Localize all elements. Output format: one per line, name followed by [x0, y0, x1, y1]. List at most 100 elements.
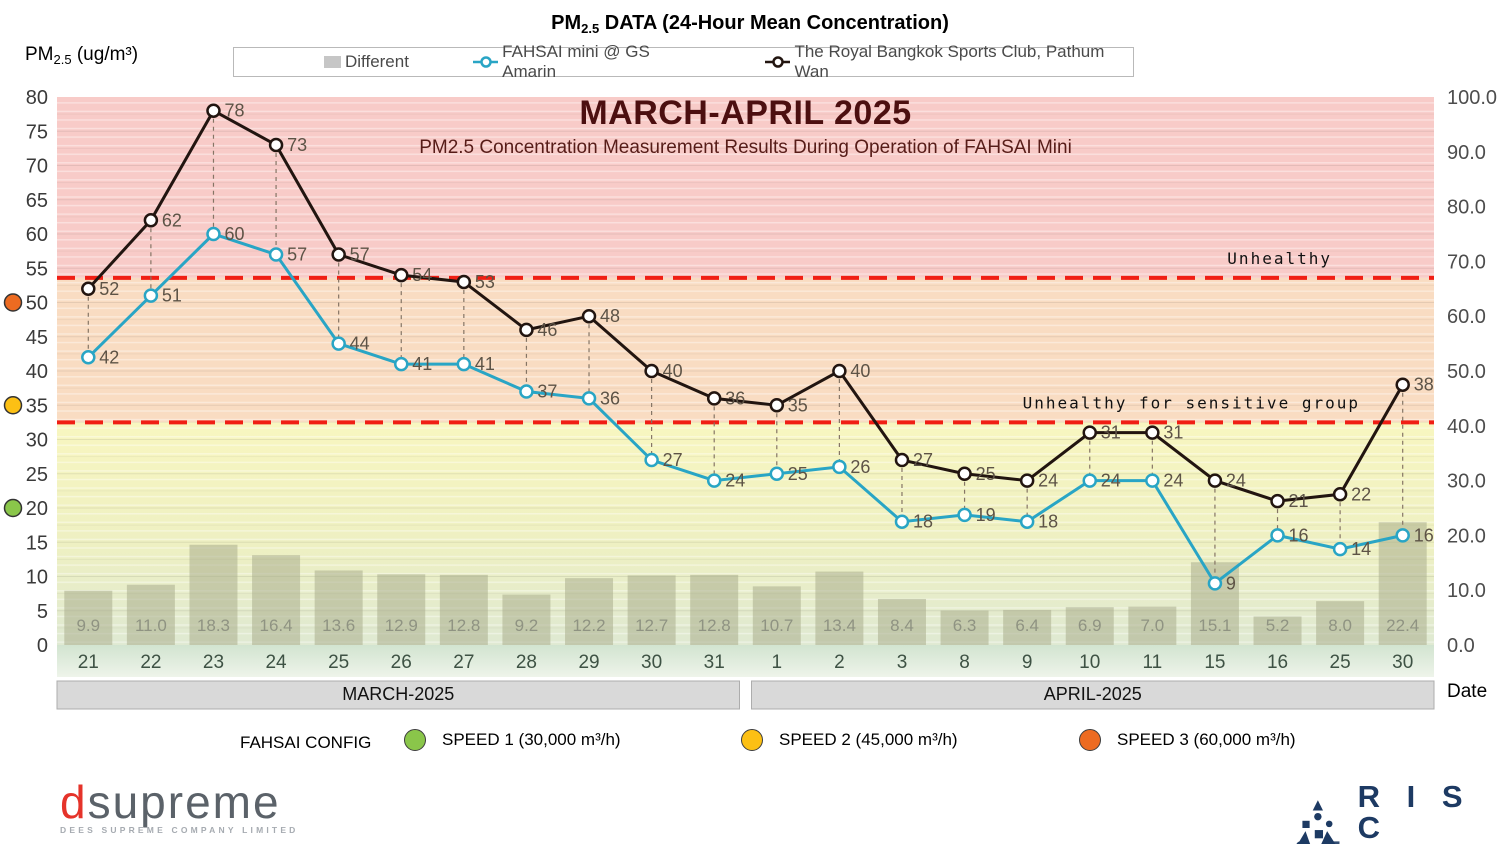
bar [752, 586, 801, 645]
rbsc-point [644, 363, 659, 379]
right-tick-label: 90.0 [1447, 142, 1486, 164]
point-label: 36 [600, 388, 620, 408]
point-label: 18 [913, 512, 933, 532]
point-label: 37 [537, 382, 557, 402]
rbsc-point [331, 247, 346, 262]
bar [1253, 616, 1302, 645]
date-label: 25 [1330, 652, 1351, 673]
point-label: 24 [1163, 471, 1183, 491]
bar-label: 16.4 [260, 616, 293, 635]
right-tick-label: 0.0 [1447, 635, 1475, 657]
point-label: 73 [287, 135, 307, 155]
series-legend: Different FAHSAI mini @ GS Amarin The Ro… [233, 42, 1134, 81]
date-label: 21 [78, 652, 99, 673]
rbsc-point [1145, 425, 1160, 440]
point-label: 16 [1414, 525, 1434, 545]
point-label: 35 [788, 395, 808, 415]
right-tick-label: 80.0 [1447, 197, 1486, 219]
date-label: 29 [578, 652, 599, 673]
right-tick-label: 50.0 [1447, 361, 1486, 383]
point-label: 24 [725, 471, 745, 491]
point-label: 42 [99, 347, 119, 367]
point-label: 57 [287, 245, 307, 265]
speed3-label: SPEED 3 (60,000 m³/h) [1117, 730, 1296, 749]
left-tick-label: 20 [26, 498, 48, 520]
right-tick-label: 20.0 [1447, 525, 1486, 547]
config-item-speed2: SPEED 2 (45,000 m³/h) [741, 729, 958, 751]
page-title-rest: DATA (24-Hour Mean Concentration) [599, 12, 949, 34]
point-label: 22 [1351, 484, 1371, 504]
bar-label: 6.3 [953, 616, 977, 635]
left-tick-label: 25 [26, 464, 48, 486]
point-label: 14 [1351, 539, 1371, 559]
left-tick-label: 45 [26, 327, 48, 349]
bar [690, 574, 739, 645]
legend-label-fahsai: FAHSAI mini @ GS Amarin [502, 42, 650, 81]
point-label: 24 [1101, 471, 1121, 491]
bar [126, 584, 175, 645]
fahsai-point [1082, 473, 1097, 488]
right-tick-label: 40.0 [1447, 416, 1486, 438]
date-label: 10 [1079, 652, 1100, 673]
point-label: 21 [1289, 491, 1309, 511]
date-label: 27 [453, 652, 474, 673]
rbsc-point [769, 398, 785, 413]
bar [502, 594, 551, 645]
bar-label: 8.0 [1328, 616, 1352, 635]
pm25-chart: 21 22 23 24 25 26 27 28 29 30 31 1 2 3 8 9 10 11 15 16 25 30M… [3, 87, 1497, 710]
point-label: 62 [162, 210, 182, 230]
bar [1316, 601, 1365, 645]
rbsc-point [1207, 473, 1223, 488]
fahsai-point [1207, 576, 1223, 591]
right-tick-label: 10.0 [1447, 580, 1486, 602]
bar-label: 18.3 [197, 616, 230, 635]
date-label: 15 [1204, 652, 1225, 673]
speed3-dot-icon [1079, 729, 1101, 751]
left-tick-label: 30 [26, 430, 48, 452]
left-tick-label: 70 [26, 156, 48, 178]
left-tick-label: 0 [37, 635, 48, 657]
bar-label: 9.2 [515, 616, 539, 635]
fahsai-point [519, 384, 534, 399]
point-label: 24 [1226, 471, 1246, 491]
risc-triangle-icon [1296, 800, 1340, 844]
point-label: 36 [725, 388, 745, 408]
bar [189, 544, 238, 645]
bar-label: 11.0 [135, 616, 167, 635]
config-item-speed1: SPEED 1 (30,000 m³/h) [404, 729, 621, 751]
speed-marker-dot [3, 396, 23, 415]
legend-item-fahsai: FAHSAI mini @ GS Amarin [472, 42, 701, 82]
threshold-label: Unhealthy for sensitive group [1023, 393, 1360, 412]
page-title-subscript: 2.5 [581, 21, 600, 36]
rbsc-point [456, 274, 472, 290]
fahsai-line [87, 232, 1404, 586]
rbsc-point [832, 363, 847, 379]
bar-swatch-icon [324, 56, 341, 68]
fahsai-point [706, 473, 722, 488]
dsupreme-d: d [60, 776, 88, 828]
left-tick-label: 60 [26, 224, 48, 246]
risc-logo: R I S C RESEARCH & INNOVATION FOR SUSTAI… [1288, 781, 1500, 844]
rbsc-line [87, 108, 1405, 503]
y-axis-title-rest: (ug/m³) [71, 44, 139, 65]
point-label: 16 [1289, 525, 1309, 545]
date-label: 8 [959, 652, 970, 673]
fahsai-point [81, 350, 96, 365]
left-tick-label: 15 [26, 532, 48, 554]
speed1-label: SPEED 1 (30,000 m³/h) [442, 730, 621, 749]
date-label: 23 [203, 652, 224, 673]
fahsai-point [456, 356, 472, 372]
bar [252, 555, 301, 645]
right-tick-label: 60.0 [1447, 306, 1486, 328]
date-label: 11 [1142, 652, 1162, 673]
point-label: 54 [412, 265, 432, 285]
bar-label: 8.4 [890, 616, 914, 635]
point-label: 27 [913, 450, 933, 470]
page-title-prefix: PM [551, 12, 582, 34]
bar-label: 5.2 [1266, 616, 1290, 635]
bar [64, 590, 113, 645]
speed-marker-dot [3, 498, 23, 518]
date-label: 1 [772, 652, 783, 673]
point-label: 40 [663, 361, 683, 381]
